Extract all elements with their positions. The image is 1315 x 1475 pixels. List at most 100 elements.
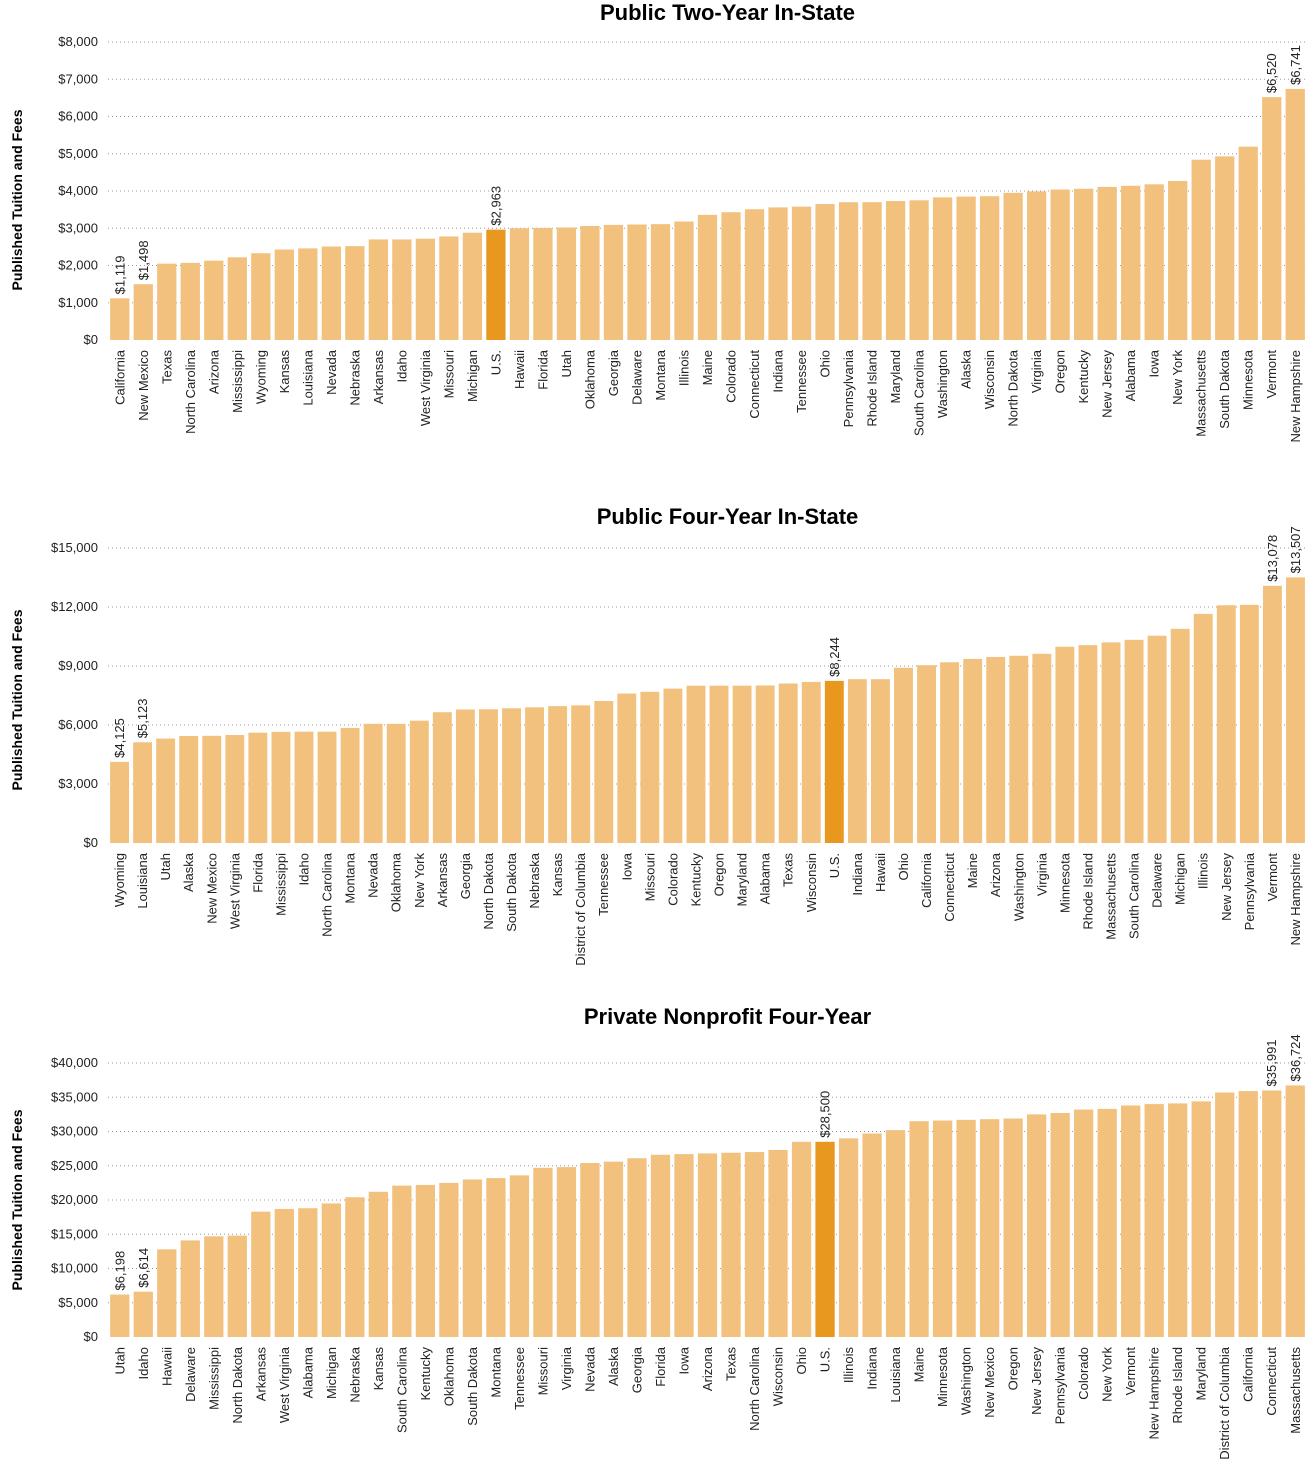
bar bbox=[838, 1138, 859, 1337]
x-tick-label: Ohio bbox=[896, 853, 911, 880]
x-tick-label: South Carolina bbox=[912, 349, 927, 436]
x-tick-label: West Virginia bbox=[277, 1346, 292, 1423]
bar bbox=[251, 1211, 271, 1337]
data-label: $8,244 bbox=[827, 637, 842, 677]
bar bbox=[847, 679, 867, 843]
bar bbox=[674, 221, 694, 340]
bar bbox=[1262, 97, 1282, 340]
x-tick-label: Rhode Island bbox=[865, 350, 880, 427]
bar bbox=[386, 723, 406, 843]
x-tick-label: Louisiana bbox=[135, 852, 150, 908]
bar bbox=[439, 1182, 459, 1338]
bar bbox=[709, 685, 729, 843]
bar bbox=[368, 1191, 388, 1337]
bar bbox=[791, 206, 812, 340]
x-tick-label: Colorado bbox=[665, 853, 680, 906]
bar bbox=[603, 1161, 624, 1337]
bar bbox=[1286, 577, 1305, 843]
bar bbox=[885, 1130, 906, 1337]
data-label: $13,507 bbox=[1288, 526, 1303, 573]
x-tick-label: Nebraska bbox=[527, 852, 542, 908]
bar bbox=[1078, 645, 1098, 843]
y-tick-label: $10,000 bbox=[51, 1261, 98, 1276]
x-tick-label: Montana bbox=[488, 1346, 503, 1397]
data-label: $28,500 bbox=[818, 1091, 833, 1138]
x-tick-label: Tennessee bbox=[596, 853, 611, 916]
x-tick-label: South Carolina bbox=[1127, 852, 1142, 939]
x-tick-label: Nevada bbox=[582, 1346, 597, 1392]
y-axis-label: Published Tuition and Fees bbox=[9, 609, 25, 790]
bar bbox=[180, 1240, 200, 1337]
x-tick-label: Illinois bbox=[1196, 853, 1211, 890]
bar bbox=[298, 1208, 318, 1337]
x-tick-label: Arizona bbox=[988, 852, 1003, 897]
x-tick-label: Utah bbox=[158, 853, 173, 880]
x-tick-label: Florida bbox=[535, 349, 550, 390]
bar bbox=[462, 1179, 483, 1337]
x-tick-label: Idaho bbox=[136, 1347, 151, 1380]
x-tick-label: Minnesota bbox=[1057, 852, 1072, 913]
y-tick-label: $6,000 bbox=[58, 717, 98, 732]
bar bbox=[157, 263, 177, 340]
x-tick-label: Montana bbox=[653, 349, 668, 400]
x-tick-label: Rhode Island bbox=[1170, 1347, 1185, 1424]
bar bbox=[502, 708, 521, 843]
y-axis-label: Published Tuition and Fees bbox=[9, 1109, 25, 1290]
bar bbox=[1121, 185, 1141, 340]
x-tick-label: California bbox=[919, 852, 934, 908]
bar bbox=[368, 239, 388, 340]
bar bbox=[1215, 1092, 1235, 1337]
bar bbox=[363, 723, 383, 843]
x-tick-label: New Mexico bbox=[204, 853, 219, 924]
x-tick-label: Texas bbox=[781, 853, 796, 887]
bar bbox=[1216, 605, 1236, 843]
x-tick-label: Mississippi bbox=[273, 853, 288, 916]
y-tick-label: $0 bbox=[84, 835, 98, 850]
x-tick-label: South Dakota bbox=[1217, 349, 1232, 429]
bar bbox=[862, 1133, 882, 1337]
x-tick-label: Alaska bbox=[181, 852, 196, 892]
bar bbox=[870, 679, 890, 843]
bar bbox=[317, 731, 337, 843]
bar bbox=[1097, 1108, 1117, 1337]
x-tick-label: Maine bbox=[700, 350, 715, 385]
chart-title: Public Two-Year In-State bbox=[600, 0, 855, 25]
bar bbox=[963, 658, 983, 843]
bar bbox=[1238, 146, 1258, 340]
x-tick-label: New Jersey bbox=[1029, 1347, 1044, 1415]
x-tick-label: Montana bbox=[343, 852, 358, 903]
x-tick-label: Alaska bbox=[959, 349, 974, 389]
x-tick-label: Tennessee bbox=[794, 350, 809, 413]
x-tick-label: Vermont bbox=[1265, 853, 1280, 902]
x-tick-label: Texas bbox=[159, 350, 174, 384]
x-tick-label: Connecticut bbox=[942, 853, 957, 922]
x-tick-label: Indiana bbox=[771, 349, 786, 392]
data-label: $6,520 bbox=[1264, 53, 1279, 93]
x-tick-label: Connecticut bbox=[1264, 1347, 1279, 1416]
x-tick-label: District of Columbia bbox=[573, 852, 588, 965]
y-tick-label: $6,000 bbox=[58, 109, 98, 124]
x-tick-label: Vermont bbox=[1123, 1347, 1138, 1396]
bar bbox=[1262, 585, 1282, 843]
data-label: $1,119 bbox=[112, 256, 127, 295]
x-tick-label: North Carolina bbox=[183, 349, 198, 434]
x-tick-label: Utah bbox=[112, 1347, 127, 1374]
bar bbox=[768, 207, 788, 340]
bar bbox=[1050, 189, 1070, 340]
x-tick-label: Iowa bbox=[619, 852, 634, 880]
bar bbox=[1168, 180, 1188, 340]
x-tick-label: Delaware bbox=[1150, 853, 1165, 908]
bar bbox=[345, 1197, 365, 1337]
y-tick-label: $15,000 bbox=[51, 1226, 98, 1241]
x-tick-label: Rhode Island bbox=[1080, 853, 1095, 930]
x-tick-label: Arkansas bbox=[371, 350, 386, 405]
bar bbox=[580, 226, 600, 340]
bar bbox=[180, 262, 200, 340]
x-tick-label: New Mexico bbox=[136, 350, 151, 421]
bar bbox=[940, 662, 960, 843]
data-label: $36,724 bbox=[1288, 1034, 1303, 1081]
x-tick-label: Indiana bbox=[850, 852, 865, 895]
x-tick-label: Alabama bbox=[758, 852, 773, 904]
bar bbox=[340, 727, 360, 843]
